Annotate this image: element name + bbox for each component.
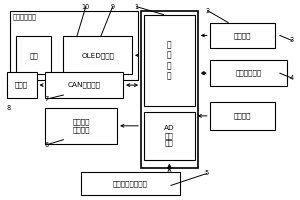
Text: 4: 4: [290, 75, 294, 81]
Text: 计算机: 计算机: [15, 82, 28, 88]
Text: 电源模块: 电源模块: [234, 32, 251, 39]
FancyBboxPatch shape: [63, 36, 132, 74]
FancyBboxPatch shape: [144, 112, 195, 160]
Text: 人机交互模块: 人机交互模块: [13, 13, 37, 20]
FancyBboxPatch shape: [210, 60, 287, 86]
Text: 9: 9: [111, 4, 115, 10]
Text: 锐电池组: 锐电池组: [234, 113, 251, 119]
Text: OLED液晶屏: OLED液晶屏: [81, 52, 114, 59]
Text: 微
控
制
器: 微 控 制 器: [167, 40, 172, 80]
FancyBboxPatch shape: [46, 72, 123, 98]
FancyBboxPatch shape: [16, 36, 52, 74]
Text: AD
采集
引脚: AD 采集 引脚: [164, 125, 175, 146]
Text: 3: 3: [290, 37, 294, 43]
Text: 1: 1: [134, 4, 139, 10]
FancyBboxPatch shape: [46, 108, 117, 144]
FancyBboxPatch shape: [210, 102, 275, 130]
Text: 7: 7: [45, 96, 49, 102]
Text: 8: 8: [6, 105, 10, 111]
Text: CAN通信模块: CAN通信模块: [68, 82, 101, 88]
FancyBboxPatch shape: [210, 23, 275, 48]
Text: 电量检测模块: 电量检测模块: [236, 70, 262, 76]
Text: 外部温度检测模块: 外部温度检测模块: [113, 180, 148, 187]
FancyBboxPatch shape: [10, 11, 138, 80]
Text: 2: 2: [206, 8, 210, 14]
FancyBboxPatch shape: [144, 15, 195, 106]
FancyBboxPatch shape: [141, 11, 198, 168]
Text: 10: 10: [82, 4, 90, 10]
FancyBboxPatch shape: [7, 72, 37, 98]
Text: 5: 5: [205, 170, 209, 176]
FancyBboxPatch shape: [81, 171, 180, 195]
Text: 电池专用
保护芯片: 电池专用 保护芯片: [73, 119, 90, 133]
Text: 键盘: 键盘: [29, 52, 38, 59]
Text: 6: 6: [45, 142, 49, 148]
